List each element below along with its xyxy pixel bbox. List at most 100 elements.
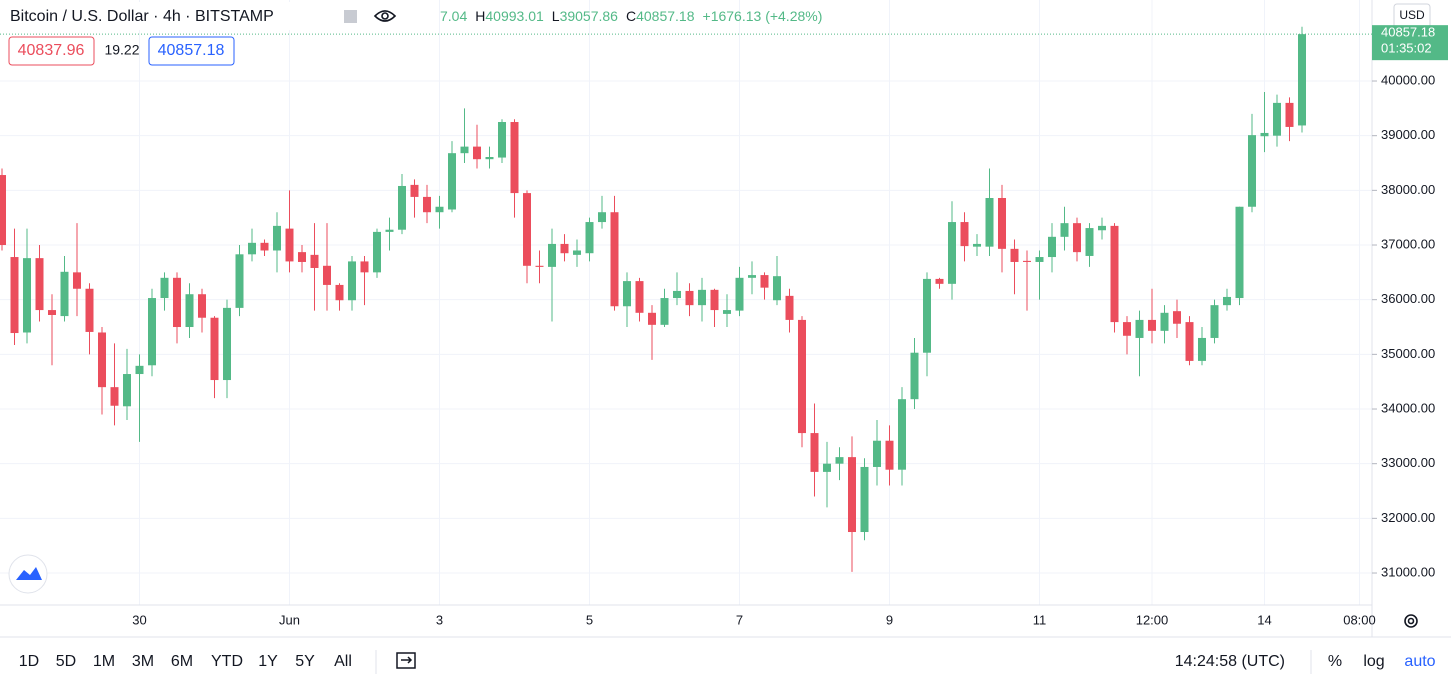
scale-button[interactable]: auto: [1404, 653, 1435, 670]
last-price-tag: [1372, 25, 1448, 61]
candle-body: [1285, 102, 1294, 127]
range-button[interactable]: 1D: [19, 653, 39, 670]
candle-body: [235, 254, 244, 308]
candle-body: [498, 122, 506, 158]
candle-body: [1148, 319, 1156, 331]
candle-body: [123, 374, 131, 407]
candle-body: [423, 196, 431, 213]
clock[interactable]: 14:24:58 (UTC): [1175, 653, 1285, 670]
interval: 4h: [163, 8, 181, 25]
range-button[interactable]: All: [334, 653, 352, 670]
candle-body: [198, 294, 206, 318]
candle-body: [1048, 236, 1056, 258]
range-button[interactable]: 1M: [93, 653, 115, 670]
candle-body: [960, 222, 969, 247]
change: +1676.13 (+4.28%): [703, 8, 823, 24]
separator: ·: [181, 8, 195, 25]
settings-icon[interactable]: [1404, 614, 1418, 628]
candle-body: [723, 310, 731, 314]
symbol-title[interactable]: Bitcoin / U.S. Dollar · 4h · BITSTAMP: [10, 8, 274, 25]
candle-body: [785, 295, 794, 320]
logo-mark: [16, 567, 42, 580]
candle-body: [23, 258, 31, 333]
candle-body: [860, 466, 869, 533]
y-tick-label: 40000.00: [1381, 72, 1435, 87]
candle-body: [1135, 319, 1144, 338]
candle-body: [635, 281, 644, 313]
candle-body: [135, 365, 144, 375]
candle-body: [1085, 228, 1094, 256]
compare-icon[interactable]: [344, 10, 357, 23]
x-tick-label: 9: [886, 612, 893, 627]
candle-body: [973, 243, 981, 247]
currency: USD: [1399, 8, 1425, 22]
candle-body: [1223, 296, 1231, 306]
candle-body: [573, 250, 581, 255]
candle-body: [873, 440, 881, 467]
candle-body: [260, 242, 269, 251]
scale-button[interactable]: %: [1328, 653, 1342, 670]
ohlc-label: H: [475, 8, 485, 24]
candle-body: [985, 198, 994, 247]
candle-body: [1010, 248, 1019, 262]
x-tick-label: 7: [736, 612, 743, 627]
scale-button[interactable]: log: [1363, 653, 1384, 670]
range-button[interactable]: 6M: [171, 653, 193, 670]
candle-body: [760, 275, 769, 288]
candle-body: [610, 212, 619, 307]
candle-body: [148, 298, 156, 366]
candle-body: [473, 146, 481, 160]
candle-body: [1023, 260, 1031, 262]
y-tick-label: 38000.00: [1381, 182, 1435, 197]
candles: [0, 26, 1306, 572]
candle-body: [1235, 206, 1244, 299]
candle-body: [885, 440, 894, 470]
candle-body: [210, 317, 219, 381]
ohlc-label: L: [552, 8, 560, 24]
range-button[interactable]: 3M: [132, 653, 154, 670]
y-tick-label: 31000.00: [1381, 564, 1435, 579]
candle-body: [1260, 132, 1269, 137]
y-tick-label: 39000.00: [1381, 127, 1435, 142]
candle-body: [248, 242, 256, 255]
candle-body: [1123, 322, 1131, 336]
candle-body: [1210, 305, 1219, 338]
range-button[interactable]: 5D: [56, 653, 76, 670]
x-tick-label: Jun: [279, 612, 300, 627]
candle-body: [848, 457, 856, 533]
candle-body: [360, 261, 369, 273]
y-tick-label: 33000.00: [1381, 455, 1435, 470]
exchange: BITSTAMP: [195, 8, 274, 25]
range-button[interactable]: 1Y: [258, 653, 278, 670]
eye-icon[interactable]: [373, 10, 397, 22]
candle-body: [948, 222, 956, 284]
countdown: 01:35:02: [1381, 41, 1432, 56]
x-tick-label: 11: [1033, 612, 1047, 627]
legend-box: [1, 2, 438, 30]
x-tick-label: 14: [1257, 612, 1271, 627]
candle-body: [48, 310, 56, 315]
last-price: 40857.18: [1381, 25, 1435, 40]
ask: 40857.18: [158, 42, 225, 59]
candle-body: [1298, 34, 1306, 126]
candle-body: [523, 193, 531, 266]
candle-body: [1060, 223, 1069, 237]
range-button[interactable]: YTD: [211, 653, 243, 670]
x-tick-label: 3: [436, 612, 443, 627]
date-range-icon[interactable]: [396, 652, 416, 669]
bid-box[interactable]: [8, 36, 95, 66]
candle-body: [385, 229, 394, 232]
range-button[interactable]: 5Y: [295, 653, 315, 670]
candle-body: [1248, 135, 1256, 207]
candle-body: [1185, 322, 1194, 361]
candle-body: [60, 271, 69, 317]
ask-box[interactable]: [148, 36, 235, 66]
candle-body: [1160, 312, 1169, 331]
candle-body: [223, 307, 231, 381]
candle-body: [373, 231, 381, 273]
candle-body: [898, 399, 906, 470]
candle-body: [35, 258, 44, 311]
candle-body: [398, 185, 406, 230]
